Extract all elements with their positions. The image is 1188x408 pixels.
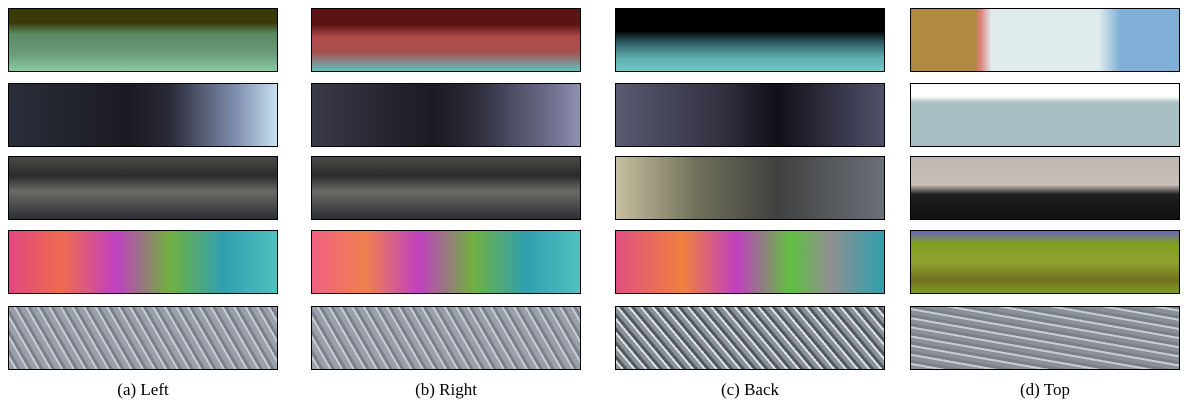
image-panel [615,230,885,294]
subfigure-caption: (d) Top [910,380,1180,400]
image-panel [910,156,1180,220]
image-panel [615,156,885,220]
image-panel [615,306,885,370]
figure: (a) Left (b) Right (c) Back (d) Top [0,0,1188,408]
image-panel [311,156,581,220]
subfigure-caption: (a) Left [8,380,278,400]
image-panel [615,8,885,72]
image-panel [615,83,885,147]
subfigure-caption: (b) Right [311,380,581,400]
image-panel [311,230,581,294]
image-panel [910,8,1180,72]
image-panel [8,83,278,147]
image-panel [8,156,278,220]
image-panel [910,83,1180,147]
image-panel [8,230,278,294]
image-panel [311,83,581,147]
image-panel [311,306,581,370]
subfigure-caption: (c) Back [615,380,885,400]
image-panel [910,306,1180,370]
image-panel [910,230,1180,294]
image-panel [8,8,278,72]
image-panel [311,8,581,72]
image-panel [8,306,278,370]
